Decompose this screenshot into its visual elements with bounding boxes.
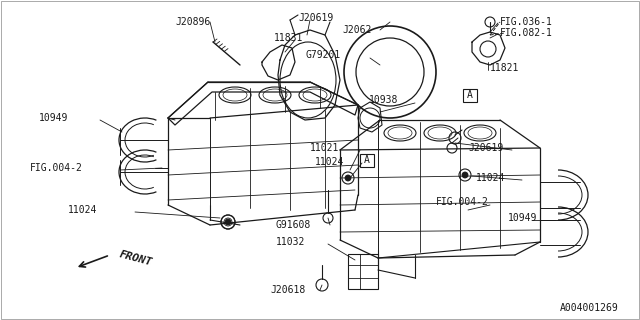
Text: FIG.004-2: FIG.004-2 [436,197,489,207]
Text: J20619: J20619 [298,13,333,23]
Circle shape [462,172,468,178]
Text: A: A [364,155,370,165]
Text: G79201: G79201 [306,50,341,60]
Bar [348,254,378,289]
Text: J2062: J2062 [342,25,371,35]
Text: 11021: 11021 [310,143,339,153]
Bar [463,89,477,102]
Text: 11024: 11024 [68,205,97,215]
Text: 10949: 10949 [39,113,68,123]
Text: FIG.082-1: FIG.082-1 [500,28,553,38]
Text: 10938: 10938 [369,95,398,105]
Circle shape [345,175,351,181]
Text: FIG.004-2: FIG.004-2 [30,163,83,173]
Text: J20619: J20619 [468,143,503,153]
Text: FIG.036-1: FIG.036-1 [500,17,553,27]
Text: 11831: 11831 [274,33,303,43]
Text: 11821: 11821 [490,63,520,73]
Bar [360,154,374,167]
Text: 11024: 11024 [476,173,506,183]
Text: G91608: G91608 [275,220,310,230]
Text: J20618: J20618 [270,285,305,295]
Text: 11032: 11032 [276,237,305,247]
Text: 10949: 10949 [508,213,538,223]
Text: J20896: J20896 [175,17,211,27]
Text: A: A [467,90,473,100]
Text: 11024: 11024 [315,157,344,167]
Circle shape [225,219,231,225]
Text: FRONT: FRONT [118,249,153,267]
Text: A004001269: A004001269 [560,303,619,313]
